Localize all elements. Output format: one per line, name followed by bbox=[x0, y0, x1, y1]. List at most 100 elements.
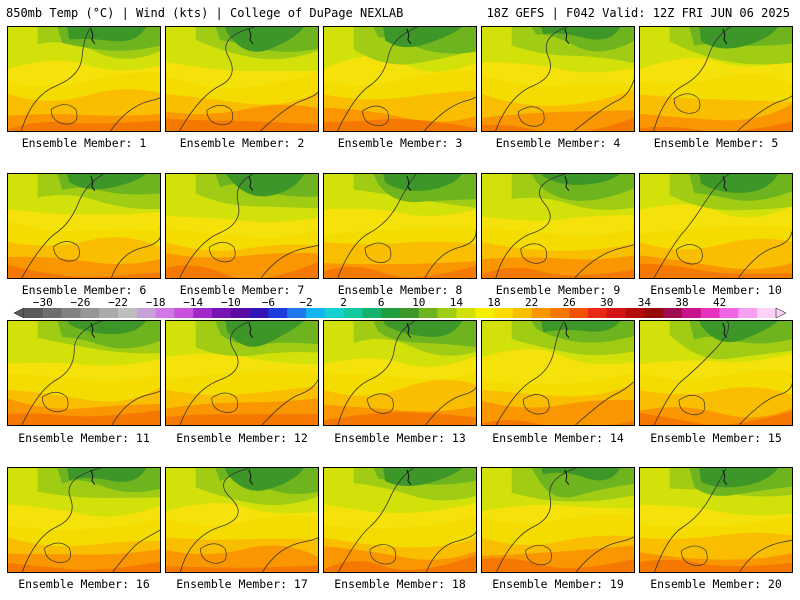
colorbar-swatch bbox=[757, 308, 777, 318]
colorbar-tick-label: 10 bbox=[412, 296, 426, 309]
colorbar-tick-label: −10 bbox=[220, 296, 241, 309]
ensemble-member-label: Ensemble Member: 11 bbox=[18, 431, 150, 445]
colorbar-labels: −30 −26 −22 −18 −14 −10 −6 −2 2 6 10 14 18 22 26 30 34 38… bbox=[0, 296, 800, 309]
colorbar-tick-label: −14 bbox=[183, 296, 204, 309]
colorbar-swatch bbox=[362, 308, 382, 318]
colorbar-swatch bbox=[99, 308, 119, 318]
valid-time-title: 18Z GEFS | F042 Valid: 12Z FRI JUN 06 20… bbox=[486, 6, 790, 20]
colorbar-swatch bbox=[456, 308, 476, 318]
temperature-colorbar bbox=[14, 308, 786, 318]
colorbar-tick-label: 30 bbox=[600, 296, 614, 309]
colorbar-swatch bbox=[306, 308, 326, 318]
colorbar-swatch bbox=[24, 308, 44, 318]
colorbar-tick-label: 26 bbox=[562, 296, 576, 309]
ensemble-member-label: Ensemble Member: 3 bbox=[337, 136, 463, 150]
ensemble-member-map bbox=[323, 320, 477, 426]
ensemble-member-label: Ensemble Member: 1 bbox=[21, 136, 147, 150]
map-title: 850mb Temp (°C) | Wind (kts) | College o… bbox=[6, 6, 404, 20]
ensemble-member-label: Ensemble Member: 15 bbox=[650, 431, 782, 445]
ensemble-member-map bbox=[165, 467, 319, 573]
colorbar-swatch bbox=[700, 308, 720, 318]
ensemble-member-label: Ensemble Member: 9 bbox=[495, 283, 621, 297]
ensemble-member-map bbox=[7, 467, 161, 573]
ensemble-member-map bbox=[481, 26, 635, 132]
ensemble-member-map bbox=[481, 173, 635, 279]
colorbar-swatch bbox=[381, 308, 401, 318]
colorbar-swatch bbox=[61, 308, 81, 318]
ensemble-member-map bbox=[323, 173, 477, 279]
colorbar-tick-label: 2 bbox=[340, 296, 347, 309]
ensemble-member-map bbox=[165, 320, 319, 426]
ensemble-member-map bbox=[323, 467, 477, 573]
ensemble-member-map bbox=[639, 467, 793, 573]
colorbar-tick-label: 18 bbox=[487, 296, 501, 309]
colorbar-swatch bbox=[42, 308, 62, 318]
colorbar-swatch bbox=[287, 308, 307, 318]
colorbar-swatch bbox=[531, 308, 551, 318]
ensemble-member-label: Ensemble Member: 2 bbox=[179, 136, 305, 150]
ensemble-member-label: Ensemble Member: 18 bbox=[334, 577, 466, 591]
colorbar-swatch bbox=[550, 308, 570, 318]
colorbar-swatch bbox=[136, 308, 156, 318]
colorbar-tick-label: −6 bbox=[261, 296, 276, 309]
colorbar-swatch bbox=[437, 308, 457, 318]
ensemble-member-label: Ensemble Member: 10 bbox=[650, 283, 782, 297]
colorbar-swatch bbox=[249, 308, 269, 318]
ensemble-member-label: Ensemble Member: 16 bbox=[18, 577, 150, 591]
ensemble-member-map bbox=[165, 173, 319, 279]
ensemble-member-map bbox=[165, 26, 319, 132]
colorbar-swatch bbox=[475, 308, 495, 318]
ensemble-member-map bbox=[639, 26, 793, 132]
colorbar-tick-label: −18 bbox=[145, 296, 166, 309]
ensemble-member-label: Ensemble Member: 17 bbox=[176, 577, 308, 591]
ensemble-member-label: Ensemble Member: 13 bbox=[334, 431, 466, 445]
ensemble-member-label: Ensemble Member: 6 bbox=[21, 283, 147, 297]
colorbar-swatch bbox=[212, 308, 232, 318]
colorbar-swatch bbox=[682, 308, 702, 318]
ensemble-member-map bbox=[481, 467, 635, 573]
colorbar-tick-label: −26 bbox=[70, 296, 91, 309]
colorbar-tick-label: −30 bbox=[32, 296, 53, 309]
colorbar-swatch bbox=[625, 308, 645, 318]
colorbar-swatch bbox=[719, 308, 739, 318]
colorbar-swatch bbox=[230, 308, 250, 318]
colorbar-swatch bbox=[193, 308, 213, 318]
colorbar-swatch bbox=[588, 308, 608, 318]
colorbar-swatch bbox=[738, 308, 758, 318]
colorbar-tick-label: 34 bbox=[637, 296, 652, 309]
colorbar-low-arrow bbox=[14, 308, 25, 318]
ensemble-member-map bbox=[639, 173, 793, 279]
colorbar-swatch bbox=[118, 308, 138, 318]
colorbar-tick-label: −2 bbox=[299, 296, 313, 309]
ensemble-member-label: Ensemble Member: 5 bbox=[653, 136, 779, 150]
colorbar-tick-label: 14 bbox=[449, 296, 464, 309]
ensemble-member-label: Ensemble Member: 4 bbox=[495, 136, 621, 150]
colorbar-tick-label: −22 bbox=[108, 296, 128, 309]
colorbar-swatch bbox=[174, 308, 194, 318]
colorbar-swatch bbox=[606, 308, 626, 318]
colorbar-high-arrow bbox=[775, 308, 786, 318]
colorbar-swatch bbox=[512, 308, 532, 318]
colorbar-swatch bbox=[418, 308, 438, 318]
colorbar-swatch bbox=[343, 308, 363, 318]
ensemble-member-map bbox=[481, 320, 635, 426]
ensemble-member-label: Ensemble Member: 19 bbox=[492, 577, 624, 591]
colorbar-swatch bbox=[155, 308, 175, 318]
colorbar-tick-label: 6 bbox=[377, 296, 385, 309]
ensemble-member-map bbox=[323, 26, 477, 132]
colorbar-swatch bbox=[324, 308, 344, 318]
colorbar-swatch bbox=[80, 308, 100, 318]
colorbar-swatch bbox=[663, 308, 683, 318]
ensemble-member-map bbox=[639, 320, 793, 426]
colorbar-tick-label: 38 bbox=[675, 296, 689, 309]
ensemble-member-label: Ensemble Member: 7 bbox=[179, 283, 305, 297]
ensemble-member-map bbox=[7, 173, 161, 279]
colorbar-swatch bbox=[400, 308, 420, 318]
colorbar-tick-label: 42 bbox=[712, 296, 727, 309]
ensemble-member-label: Ensemble Member: 8 bbox=[337, 283, 463, 297]
colorbar-tick-label: 22 bbox=[524, 296, 539, 309]
ensemble-member-label: Ensemble Member: 14 bbox=[492, 431, 624, 445]
colorbar-swatch bbox=[644, 308, 664, 318]
ensemble-member-label: Ensemble Member: 12 bbox=[176, 431, 308, 445]
ensemble-member-map bbox=[7, 320, 161, 426]
